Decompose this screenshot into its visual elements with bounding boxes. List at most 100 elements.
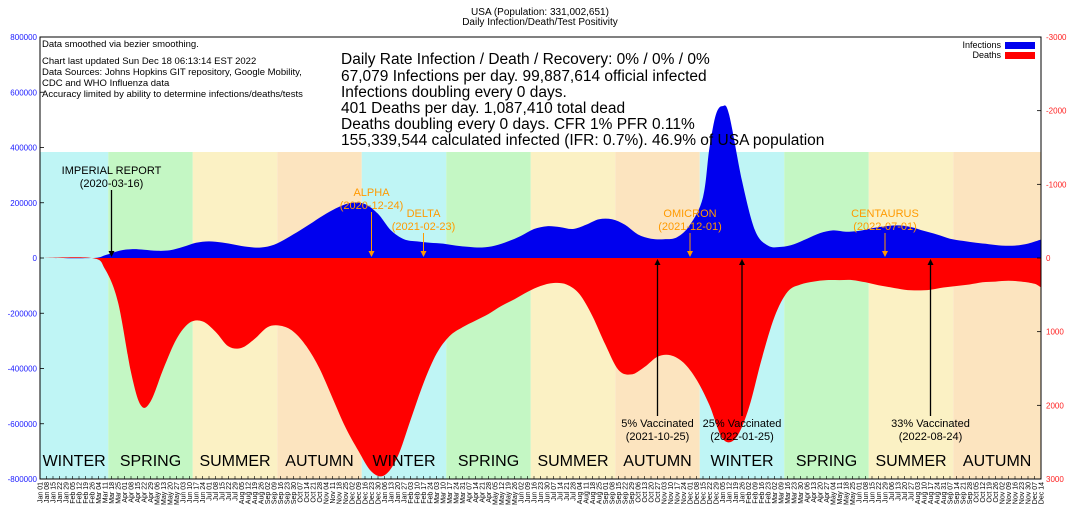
x-tick-label: Oct 07 bbox=[298, 482, 305, 503]
x-tick-label: Dec 23 bbox=[369, 482, 376, 504]
y-right-tick-label: 0 bbox=[1046, 254, 1051, 263]
x-tick-label: Nov 17 bbox=[675, 482, 682, 504]
x-tick-label: Mar 17 bbox=[447, 482, 454, 504]
stat-line: 155,339,544 calculated infected (IFR: 0.… bbox=[341, 132, 824, 149]
season-label: SUMMER bbox=[199, 453, 270, 470]
season-label: SPRING bbox=[796, 453, 857, 470]
x-tick-label: May 06 bbox=[155, 482, 162, 505]
x-tick-label: Oct 06 bbox=[636, 482, 643, 503]
legend-swatch-deaths bbox=[1005, 52, 1035, 59]
x-tick-label: Aug 12 bbox=[246, 482, 253, 504]
x-tick-label: Jul 28 bbox=[571, 482, 578, 501]
x-tick-label: Sep 29 bbox=[629, 482, 636, 504]
event-date: (2020-12-24) bbox=[340, 200, 404, 212]
x-tick-label: Jul 13 bbox=[896, 482, 903, 501]
y-right-tick-label: -3000 bbox=[1046, 33, 1067, 42]
x-tick-label: Oct 21 bbox=[311, 482, 318, 503]
x-tick-label: May 12 bbox=[499, 482, 506, 505]
x-tick-label: Aug 24 bbox=[935, 482, 942, 504]
x-tick-label: Mar 30 bbox=[798, 482, 805, 504]
season-band bbox=[784, 152, 869, 479]
event-label: IMPERIAL REPORT bbox=[62, 165, 162, 177]
y-left-tick-label: 600000 bbox=[10, 88, 37, 97]
x-tick-label: Jul 22 bbox=[226, 482, 233, 501]
x-tick-label: Jun 24 bbox=[200, 482, 207, 503]
x-tick-label: Aug 10 bbox=[922, 482, 929, 504]
x-tick-label: Sep 22 bbox=[623, 482, 630, 504]
x-tick-label: Jun 16 bbox=[532, 482, 539, 503]
x-tick-label: Feb 10 bbox=[415, 482, 422, 504]
x-tick-label: Oct 05 bbox=[974, 482, 981, 503]
x-tick-label: Sep 14 bbox=[954, 482, 961, 504]
event-label: 25% Vaccinated bbox=[703, 418, 782, 430]
x-tick-label: Mar 10 bbox=[441, 482, 448, 504]
x-tick-label: Mar 24 bbox=[454, 482, 461, 504]
x-tick-label: Jan 26 bbox=[740, 482, 747, 503]
x-tick-label: Jan 29 bbox=[64, 482, 71, 503]
season-label: SUMMER bbox=[537, 453, 608, 470]
x-tick-label: May 13 bbox=[161, 482, 168, 505]
x-tick-label: Mar 11 bbox=[103, 482, 110, 503]
x-tick-label: Jul 06 bbox=[889, 482, 896, 501]
x-tick-label: Mar 18 bbox=[109, 482, 116, 504]
x-tick-label: Oct 20 bbox=[649, 482, 656, 503]
x-tick-label: May 27 bbox=[174, 482, 181, 505]
x-tick-label: Jun 22 bbox=[876, 482, 883, 503]
event-label: 5% Vaccinated bbox=[621, 418, 694, 430]
x-tick-label: Nov 09 bbox=[1006, 482, 1013, 504]
x-tick-label: Jul 20 bbox=[902, 482, 909, 501]
x-tick-label: May 26 bbox=[512, 482, 519, 505]
x-tick-label: Aug 11 bbox=[584, 482, 591, 504]
x-tick-label: Mar 04 bbox=[96, 482, 103, 504]
chart-subtitle: Daily Infection/Death/Test Positivity bbox=[462, 17, 618, 28]
x-tick-label: Aug 19 bbox=[252, 482, 259, 504]
x-tick-label: Nov 23 bbox=[1019, 482, 1026, 504]
event-arrow-head bbox=[368, 251, 375, 257]
event-arrow-head bbox=[654, 259, 661, 265]
event-date: (2021-12-01) bbox=[658, 221, 722, 233]
x-tick-label: Sep 16 bbox=[278, 482, 285, 504]
x-tick-label: Sep 23 bbox=[285, 482, 292, 504]
x-tick-label: Dec 29 bbox=[714, 482, 721, 504]
x-tick-label: Aug 05 bbox=[239, 482, 246, 504]
x-tick-label: Apr 08 bbox=[129, 482, 136, 503]
event-label: CENTAURUS bbox=[851, 208, 919, 220]
x-tick-label: Jun 02 bbox=[519, 482, 526, 503]
event-label: OMICRON bbox=[663, 208, 716, 220]
x-tick-label: Nov 30 bbox=[1026, 482, 1033, 504]
note-line: Chart last updated Sun Dec 18 06:13:14 E… bbox=[42, 56, 256, 67]
season-label: SPRING bbox=[458, 453, 519, 470]
season-band bbox=[868, 152, 954, 479]
x-tick-label: Sep 07 bbox=[948, 482, 955, 504]
y-left-tick-label: 400000 bbox=[10, 144, 37, 153]
x-tick-label: Jan 19 bbox=[733, 482, 740, 503]
x-tick-label: Jan 12 bbox=[727, 482, 734, 503]
x-tick-label: Apr 14 bbox=[473, 482, 480, 503]
x-tick-label: Apr 29 bbox=[148, 482, 155, 503]
legend-label-deaths: Deaths bbox=[972, 50, 1001, 60]
x-tick-label: Feb 12 bbox=[77, 482, 84, 504]
x-tick-label: Sep 08 bbox=[610, 482, 617, 504]
x-tick-label: Jul 15 bbox=[220, 482, 227, 501]
x-tick-label: Jan 27 bbox=[402, 482, 409, 503]
event-date: (2020-03-16) bbox=[80, 178, 144, 190]
y-left-tick-label: -400000 bbox=[8, 365, 38, 374]
event-markers: IMPERIAL REPORT(2020-03-16) ALPHA(2020-12… bbox=[62, 165, 970, 443]
y-right-tick-label: 1000 bbox=[1046, 328, 1064, 337]
x-tick-label: Mar 03 bbox=[434, 482, 441, 504]
x-tick-label: Jul 21 bbox=[564, 482, 571, 501]
x-tick-label: Oct 19 bbox=[987, 482, 994, 503]
x-tick-label: Aug 04 bbox=[577, 482, 584, 504]
x-tick-label: Nov 25 bbox=[343, 482, 350, 504]
x-tick-label: Jul 29 bbox=[233, 482, 240, 501]
event-arrow-head bbox=[687, 251, 693, 257]
season-label: AUTUMN bbox=[623, 453, 691, 470]
x-axis: Jan 01 Jan 08 Jan 15 Jan 22 Jan 29 Feb 05 Feb … bbox=[38, 476, 1046, 505]
x-tick-label: May 25 bbox=[850, 482, 857, 505]
y-left-tick-label: 800000 bbox=[10, 33, 37, 42]
x-tick-label: Mar 25 bbox=[116, 482, 123, 504]
x-tick-label: Feb 17 bbox=[421, 482, 428, 504]
y-left-tick-label: -600000 bbox=[8, 420, 38, 429]
x-tick-label: Jul 08 bbox=[213, 482, 220, 501]
